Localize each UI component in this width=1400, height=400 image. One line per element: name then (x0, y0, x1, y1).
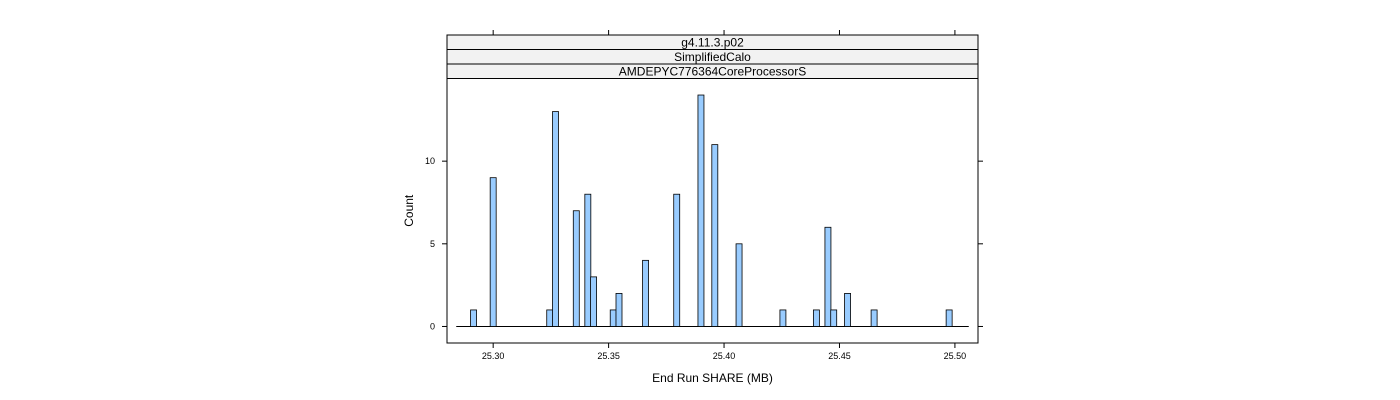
histogram-bar (830, 309, 838, 327)
histogram-bar (590, 276, 598, 327)
x-axis: 25.30 25.35 25.40 25.45 25.50 (482, 30, 966, 361)
histogram-bar (812, 309, 820, 327)
histogram-bar (945, 309, 953, 327)
histogram-bar (615, 293, 623, 327)
histogram-bar (735, 243, 743, 327)
histogram-bar (844, 293, 851, 327)
histogram-bar (697, 94, 705, 327)
panel-frame (446, 34, 979, 344)
histogram-bar (642, 259, 649, 327)
histogram-bar (824, 226, 832, 327)
y-tick-label: 5 (430, 239, 435, 249)
x-tick-label: 25.30 (482, 351, 505, 361)
histogram-bar (489, 177, 497, 327)
bars-group (470, 94, 953, 327)
x-tick-label: 25.35 (597, 351, 620, 361)
histogram-bar (673, 193, 681, 327)
y-axis: 0 5 10 (425, 156, 983, 331)
histogram-bar (470, 309, 477, 327)
y-tick-label: 10 (425, 156, 435, 166)
y-axis-title: Count (402, 194, 416, 227)
histogram-bar (609, 309, 617, 327)
histogram-bar (870, 309, 878, 327)
strip-label: SimplifiedCalo (674, 50, 751, 64)
histogram-bar (711, 144, 719, 327)
y-tick-label: 0 (430, 321, 435, 331)
histogram-bar (546, 309, 554, 327)
strip-label: AMDEPYC776364CoreProcessorS (619, 65, 806, 79)
strip-headers: g4.11.3.p02SimplifiedCaloAMDEPYC776364Co… (446, 34, 979, 79)
histogram-bar (552, 111, 559, 327)
x-tick-label: 25.45 (828, 351, 851, 361)
x-axis-title: End Run SHARE (MB) (652, 371, 773, 385)
histogram-bar (779, 309, 787, 327)
strip-label: g4.11.3.p02 (681, 36, 744, 50)
histogram-bar (572, 210, 580, 327)
x-tick-label: 25.50 (944, 351, 967, 361)
x-tick-label: 25.40 (713, 351, 736, 361)
histogram-bar (584, 193, 592, 327)
